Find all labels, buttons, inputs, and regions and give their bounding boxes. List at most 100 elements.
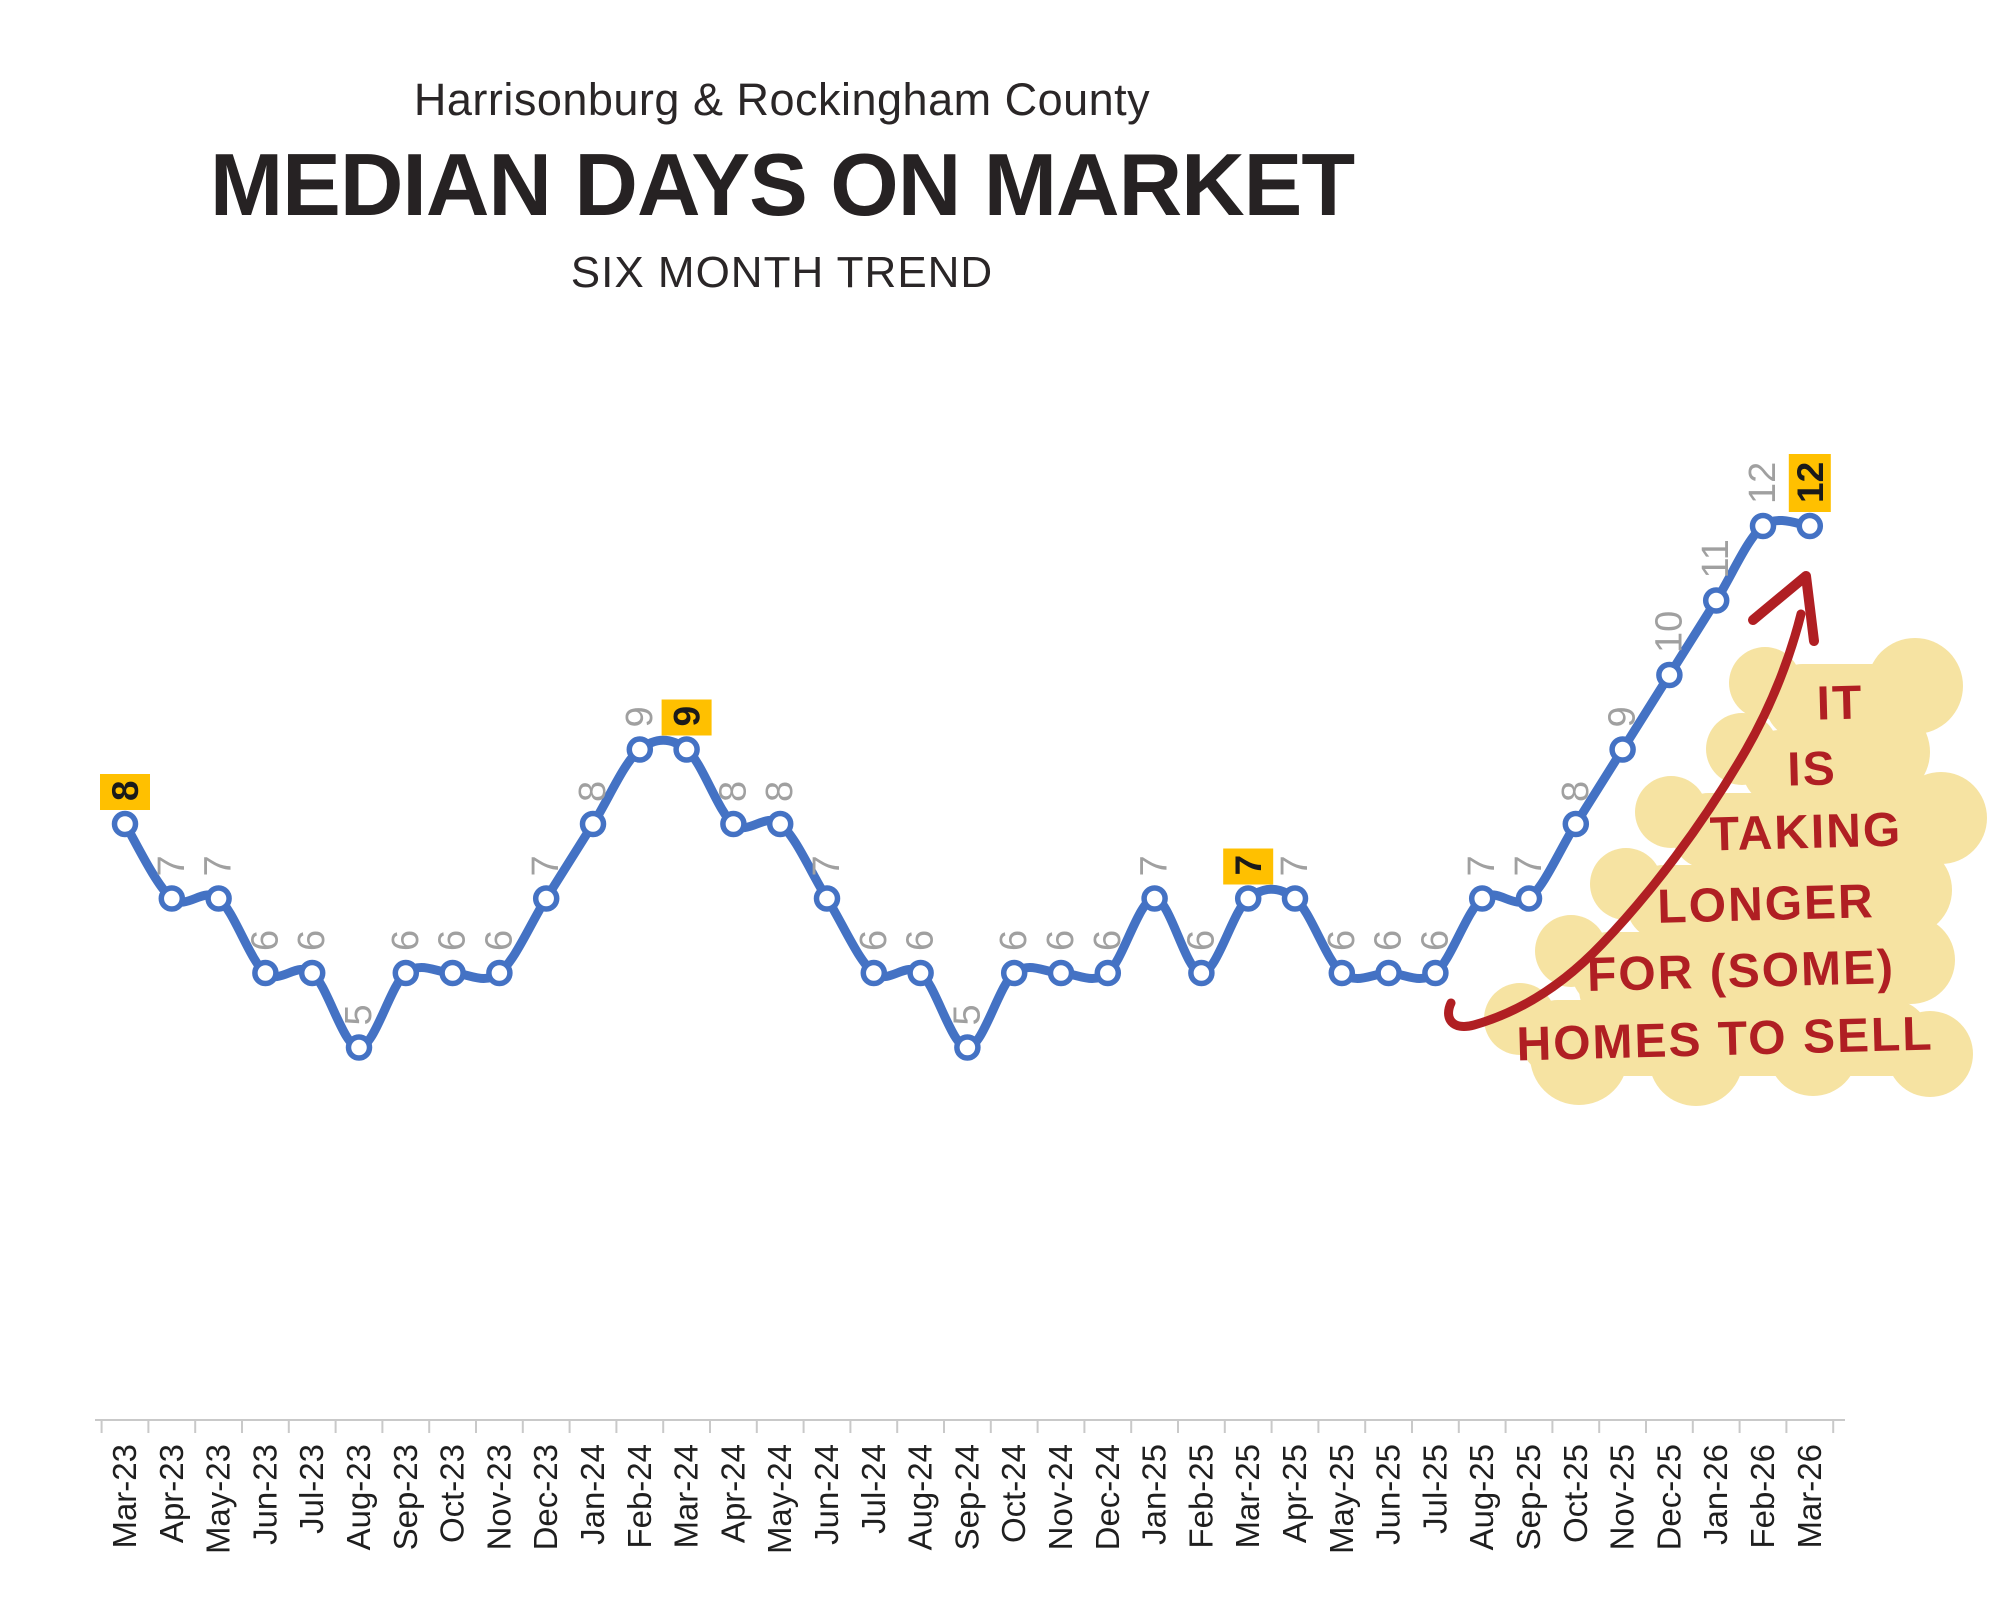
annotation-highlight bbox=[1484, 638, 1987, 1106]
data-point-markers bbox=[111, 512, 1824, 1061]
data-label: 7 bbox=[525, 855, 567, 876]
data-point-marker bbox=[1141, 885, 1168, 912]
data-label: 9 bbox=[619, 706, 661, 727]
month-tick-label: Sep-25 bbox=[1510, 1444, 1547, 1550]
annotation-line: HOMES TO SELL bbox=[1516, 1008, 1934, 1072]
month-tick-label: Mar-24 bbox=[668, 1444, 705, 1549]
data-label: 7 bbox=[151, 855, 193, 876]
highlight-label-box bbox=[100, 774, 150, 810]
data-label: 6 bbox=[1180, 930, 1222, 951]
month-tick-label: Jul-23 bbox=[293, 1444, 330, 1534]
month-tick-label: Apr-25 bbox=[1276, 1444, 1313, 1543]
month-tick-label: Oct-25 bbox=[1557, 1444, 1594, 1543]
data-label: 6 bbox=[1087, 930, 1129, 951]
data-point-marker bbox=[720, 810, 747, 838]
highlight-label: 8 bbox=[105, 780, 146, 801]
data-point-marker bbox=[860, 959, 888, 987]
data-point-marker bbox=[1562, 810, 1590, 838]
data-point-marker bbox=[298, 959, 326, 987]
month-tick-label: Jun-23 bbox=[246, 1444, 283, 1545]
month-tick-label: Feb-26 bbox=[1744, 1444, 1781, 1549]
month-tick-label: Jul-24 bbox=[855, 1444, 892, 1534]
data-point-marker bbox=[1094, 959, 1122, 987]
highlight-label-box bbox=[1788, 454, 1831, 512]
data-label: 8 bbox=[759, 781, 801, 802]
x-axis bbox=[95, 1419, 1845, 1433]
month-tick-label: Apr-23 bbox=[153, 1444, 190, 1543]
month-tick-label: Nov-25 bbox=[1604, 1444, 1641, 1550]
month-tick-label: May-25 bbox=[1323, 1444, 1360, 1554]
month-tick-label: May-24 bbox=[761, 1444, 798, 1554]
month-tick-label: Jan-24 bbox=[574, 1444, 611, 1545]
chart-supertitle: Harrisonburg & Rockingham County bbox=[413, 74, 1151, 125]
data-point-marker bbox=[626, 736, 654, 763]
highlighter-blob bbox=[1860, 844, 1952, 936]
month-tick-label: Aug-23 bbox=[340, 1444, 377, 1550]
highlight-label-box bbox=[661, 699, 712, 736]
month-tick-label: May-23 bbox=[200, 1444, 237, 1554]
data-label: 6 bbox=[385, 930, 427, 951]
month-tick-label: Sep-23 bbox=[387, 1444, 424, 1550]
highlight-label: 9 bbox=[667, 706, 708, 727]
data-label: 7 bbox=[1134, 855, 1176, 876]
highlight-label: 7 bbox=[1228, 855, 1269, 876]
data-label: 6 bbox=[1414, 930, 1456, 951]
month-tick-label: Mar-25 bbox=[1229, 1444, 1266, 1549]
data-label: 6 bbox=[432, 930, 474, 951]
month-tick-label: Nov-23 bbox=[480, 1444, 517, 1550]
month-tick-label: Jan-26 bbox=[1697, 1444, 1734, 1545]
data-label: 6 bbox=[1040, 930, 1082, 951]
month-tick-label: Mar-23 bbox=[106, 1444, 143, 1549]
month-tick-label: Jun-24 bbox=[808, 1444, 845, 1545]
month-tick-label: Jan-25 bbox=[1136, 1444, 1173, 1545]
month-tick-label: Oct-23 bbox=[434, 1444, 471, 1543]
data-label: 8 bbox=[1555, 781, 1597, 802]
month-tick-label: Sep-24 bbox=[948, 1444, 985, 1550]
data-label: 5 bbox=[338, 1004, 380, 1025]
chart-header: Harrisonburg & Rockingham County MEDIAN … bbox=[0, 74, 1564, 298]
data-point-marker bbox=[205, 885, 232, 912]
chart-trend-subtitle: SIX MONTH TREND bbox=[570, 248, 994, 297]
data-point-marker bbox=[954, 1034, 981, 1061]
month-tick-label: Mar-26 bbox=[1791, 1444, 1828, 1549]
data-label: 7 bbox=[1508, 855, 1550, 876]
month-tick-label: Dec-25 bbox=[1650, 1444, 1687, 1550]
data-point-marker bbox=[439, 959, 466, 987]
highlighter-blob bbox=[1635, 776, 1707, 848]
data-label: 8 bbox=[572, 781, 614, 802]
data-label: 6 bbox=[1368, 930, 1410, 951]
data-label: 6 bbox=[478, 930, 520, 951]
data-label: 7 bbox=[1461, 855, 1503, 876]
data-label: 6 bbox=[993, 930, 1035, 951]
data-point-marker bbox=[1375, 959, 1402, 987]
annotation-line: IS bbox=[1787, 742, 1838, 796]
data-label: 7 bbox=[806, 855, 848, 876]
annotation-line: LONGER bbox=[1657, 875, 1876, 934]
chart-main-title: MEDIAN DAYS ON MARKET bbox=[209, 135, 1355, 234]
data-label: 8 bbox=[712, 781, 754, 802]
month-tick-label: Feb-24 bbox=[621, 1444, 658, 1549]
annotation-line: IT bbox=[1816, 676, 1864, 730]
month-tick-label: Aug-25 bbox=[1463, 1444, 1500, 1550]
data-label: 5 bbox=[946, 1004, 988, 1025]
data-point-marker bbox=[1656, 661, 1683, 689]
highlighter-blob bbox=[1895, 772, 1987, 864]
x-axis-labels: Mar-23 Apr-23 May-23 Jun-23 Jul-23 Aug-23 Sep-… bbox=[106, 1444, 1828, 1554]
month-tick-label: Oct-24 bbox=[995, 1444, 1032, 1543]
data-label: 6 bbox=[244, 930, 286, 951]
annotation-arrow bbox=[1444, 571, 1819, 1031]
highlight-label-box bbox=[1223, 848, 1274, 885]
month-tick-label: Dec-24 bbox=[1089, 1444, 1126, 1550]
trend-arrow-head bbox=[1748, 571, 1819, 646]
data-label: 6 bbox=[1321, 930, 1363, 951]
highlight-labels: 8 9 7 12 bbox=[100, 454, 1831, 885]
data-point-marker bbox=[1328, 959, 1356, 987]
month-tick-label: Aug-24 bbox=[902, 1444, 939, 1550]
annotation-line: FOR (SOME) bbox=[1586, 941, 1895, 1002]
data-point-marker bbox=[1000, 959, 1028, 987]
data-point-marker bbox=[1796, 512, 1824, 540]
data-point-marker bbox=[813, 885, 841, 912]
